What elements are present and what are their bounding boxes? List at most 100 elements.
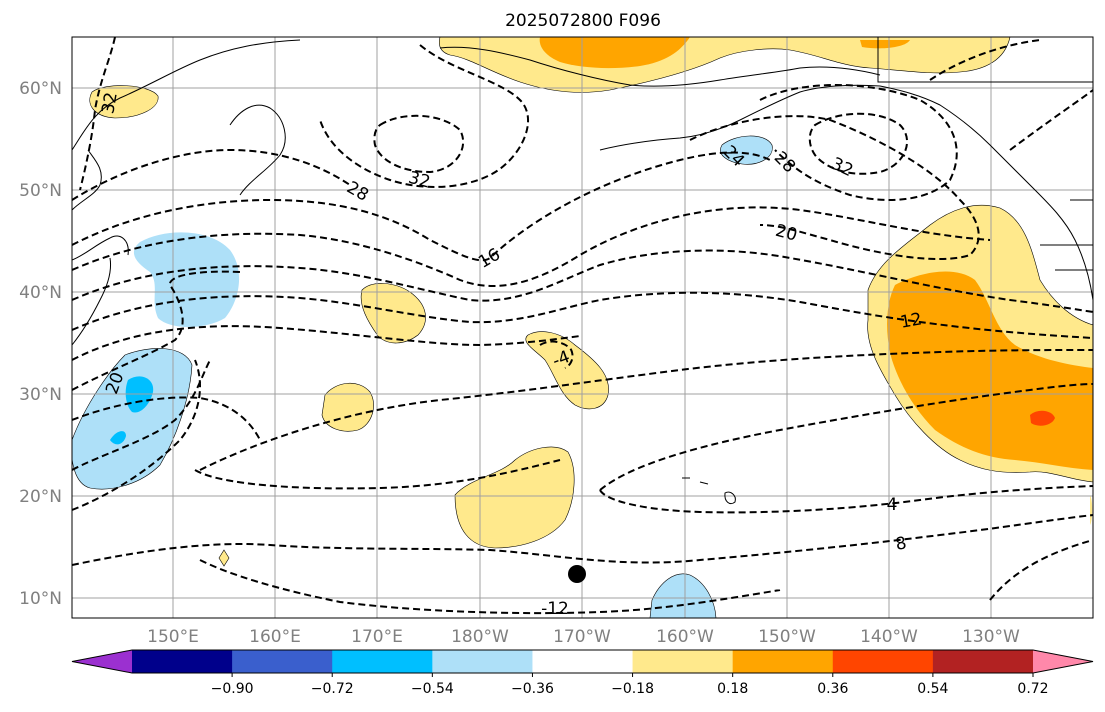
colorbar-segment (632, 650, 734, 673)
fill-canada-orange (860, 40, 910, 49)
colorbar-extend-high (1033, 650, 1093, 673)
contour-sw-inner (72, 359, 201, 511)
colorbar-tick-label: 0.36 (817, 681, 848, 697)
latitude-labels: 60°N 50°N 40°N 30°N 20°N 10°N (19, 79, 62, 609)
lon-label-170e: 170°E (351, 627, 403, 647)
fill-tiny-diamond (218, 549, 230, 567)
coast-alaska-north (439, 46, 881, 87)
colorbar-tick-label: 0.18 (717, 681, 748, 697)
colorbar-segment (732, 650, 834, 673)
contour-se (989, 539, 1093, 601)
contour-4-north (72, 325, 581, 361)
contour-20-north (72, 151, 771, 262)
contour-minus4-small (539, 340, 574, 369)
coast-okhotsk (72, 149, 102, 211)
fill-midpac-yellow2 (321, 383, 374, 432)
colorbar-tick-label: −0.72 (311, 681, 354, 697)
colorbar-extend-low (72, 650, 132, 673)
fill-midpac-yellow3 (525, 331, 609, 410)
lat-label-30n: 30°N (19, 385, 62, 405)
coast-alaska-panhandle (879, 85, 1093, 301)
colorbar-tick-label: −0.54 (411, 681, 454, 697)
map-frame (71, 36, 1094, 619)
colorbar-tick-label: −0.36 (511, 681, 554, 697)
fill-eastpac-edge (1090, 495, 1093, 525)
coastlines (72, 37, 1093, 505)
colorbar-tick-label: 0.54 (917, 681, 948, 697)
coast-hawaii-islands (682, 477, 709, 485)
contour-label-4b: 4 (887, 495, 898, 515)
contour-label-32a: 32 (98, 91, 121, 116)
coast-aleutians (599, 84, 881, 151)
lon-label-180w: 180°W (451, 627, 509, 647)
contours (72, 37, 1093, 615)
fill-southjapan-cyan2 (110, 431, 126, 445)
contour-label-4a: -4 (550, 347, 573, 372)
contour-28-center (319, 44, 530, 188)
lon-label-130w: 130°W (962, 627, 1020, 647)
contour-8 (72, 291, 1093, 339)
contour-12-south (199, 559, 781, 615)
contour-28-west (72, 148, 351, 201)
graticule (72, 37, 1093, 618)
contour-label-12b: -12 (541, 599, 569, 619)
fill-midpac-yellow4 (454, 446, 575, 549)
contour-4-east (599, 383, 1093, 491)
longitude-labels: 150°E 160°E 170°E 180°W 170°W 160°W 150°… (147, 627, 1020, 647)
colorbar-segment (932, 650, 1034, 673)
coast-bc (1040, 244, 1093, 271)
contour-32-west (79, 37, 116, 191)
storm-marker (568, 565, 586, 583)
contour-32-center (373, 114, 465, 174)
lon-label-150e: 150°E (147, 627, 199, 647)
contour-4-mid (199, 349, 1093, 471)
coast-kamchatka (229, 104, 286, 196)
lon-label-150w: 150°W (758, 627, 816, 647)
contour-minus4-west (72, 396, 261, 441)
lat-label-50n: 50°N (19, 181, 62, 201)
colorbar-segment (132, 650, 233, 673)
colorbar-segment (532, 650, 634, 673)
map-title: 2025072800 F096 (505, 11, 661, 31)
coast-honshu (72, 257, 111, 346)
lat-label-10n: 10°N (19, 589, 62, 609)
colorbar-outline (71, 649, 1094, 674)
border-alaska (877, 37, 1093, 83)
contour-16 (72, 206, 991, 287)
colorbar-tick-label: −0.90 (211, 681, 254, 697)
colorbar-segment (232, 650, 333, 673)
lon-label-140w: 140°W (860, 627, 918, 647)
fill-aleutian-blue (720, 135, 773, 165)
fill-eastpac-red (1030, 410, 1055, 426)
contour-label-12a: 12 (899, 309, 924, 332)
lat-label-60n: 60°N (19, 79, 62, 99)
contour-label-8: 8 (894, 533, 908, 555)
lat-label-20n: 20°N (19, 487, 62, 507)
contour-ne (929, 39, 1093, 151)
contour-0-mid (194, 459, 561, 490)
lat-label-40n: 40°N (19, 283, 62, 303)
contour-0-west (72, 270, 241, 391)
colorbar-tick-label: 0.72 (1017, 681, 1048, 697)
contour-20-sw (72, 359, 211, 471)
contour-32-east (808, 112, 909, 175)
fill-kamchatka-yellow (89, 85, 159, 119)
contour-24-east (689, 115, 980, 260)
coast-hokkaido (72, 235, 129, 261)
contour-28-east (759, 84, 958, 201)
fill-bering-orange (539, 37, 690, 69)
colorbar-segment (432, 650, 533, 673)
colorbar-segment (332, 650, 433, 673)
lon-label-160e: 160°E (249, 627, 301, 647)
fill-southjapan-blue (72, 348, 193, 490)
map-layers (72, 37, 1093, 618)
lon-label-170w: 170°W (553, 627, 611, 647)
coast-hawaii (724, 491, 736, 505)
contour-12 (72, 249, 1093, 313)
contour-8-south (72, 514, 1093, 566)
colorbar: −0.90 −0.72 −0.54 −0.36 −0.18 0.18 0.36 0.54 0.7… (71, 649, 1094, 697)
colorbar-tick-label: −0.18 (611, 681, 654, 697)
colorbar-segment (832, 650, 934, 673)
